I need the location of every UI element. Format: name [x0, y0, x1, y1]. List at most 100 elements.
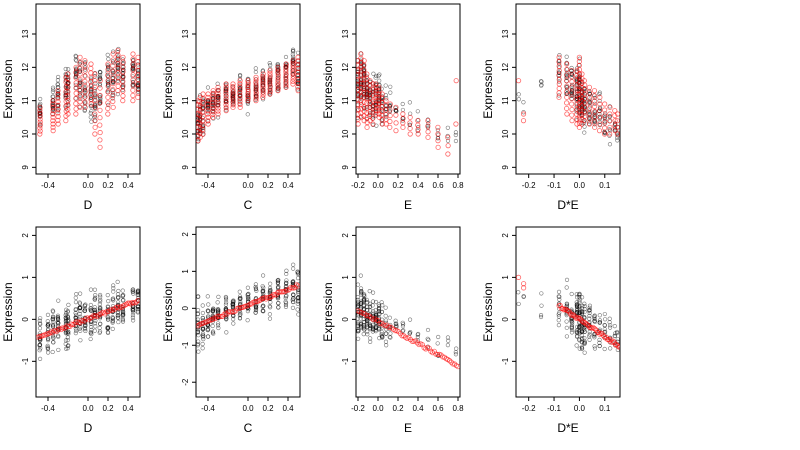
fitted-point — [596, 114, 603, 120]
fitted-point — [295, 69, 300, 75]
fitted-point — [50, 111, 56, 117]
x-tick-label: -0.4 — [201, 181, 215, 190]
fitted-point — [364, 85, 370, 92]
observed-point — [89, 109, 94, 114]
observed-point — [283, 294, 288, 299]
x-tick-label: 0.4 — [282, 181, 294, 190]
x-tick-label: 0.0 — [574, 404, 586, 413]
observed-point — [445, 138, 451, 143]
observed-point — [110, 90, 116, 96]
fitted-point — [373, 104, 379, 110]
fitted-point — [130, 92, 136, 99]
fitted-point — [253, 98, 259, 104]
observed-point — [592, 346, 598, 351]
observed-point — [283, 296, 288, 301]
fitted-point — [587, 116, 593, 122]
fitted-point — [609, 339, 615, 345]
observed-point — [597, 337, 602, 342]
observed-point — [377, 303, 382, 309]
observed-point — [582, 327, 587, 332]
fitted-point — [290, 65, 296, 72]
observed-point — [283, 54, 289, 60]
fitted-point — [586, 110, 593, 117]
observed-point — [253, 284, 258, 290]
observed-point — [373, 75, 378, 80]
y-tick-label: 13 — [181, 29, 190, 38]
observed-point — [111, 289, 116, 294]
observed-point — [215, 115, 221, 120]
fitted-point — [37, 107, 43, 113]
fitted-point — [77, 60, 83, 66]
observed-point — [582, 325, 587, 330]
observed-point — [359, 289, 364, 294]
y-tick-label: -1 — [181, 341, 190, 349]
fitted-point — [385, 324, 392, 330]
observed-point — [582, 124, 587, 129]
y-tick-label: 0 — [501, 317, 510, 322]
observed-point — [521, 100, 526, 105]
observed-point — [370, 299, 376, 304]
fitted-point — [223, 87, 229, 93]
observed-point — [237, 73, 243, 78]
observed-point — [275, 278, 280, 283]
x-tick-label: 0.6 — [432, 404, 444, 413]
x-tick-label: 0.1 — [599, 181, 611, 190]
fitted-point — [82, 58, 88, 64]
observed-point — [592, 318, 597, 323]
y-tick-label: 2 — [501, 233, 510, 238]
fitted-point — [589, 325, 595, 331]
fitted-point — [607, 104, 613, 110]
observed-point — [296, 312, 300, 317]
fitted-point — [210, 99, 216, 106]
observed-point — [115, 300, 121, 305]
fitted-point — [205, 111, 211, 117]
observed-point — [131, 80, 136, 85]
observed-point — [290, 52, 295, 57]
observed-point — [290, 299, 296, 305]
fitted-point — [223, 99, 229, 105]
observed-point — [296, 291, 300, 296]
observed-point — [105, 330, 110, 335]
fitted-point — [205, 94, 211, 100]
fitted-point — [55, 102, 61, 109]
observed-point — [268, 290, 273, 295]
observed-point — [268, 288, 273, 293]
fitted-point — [215, 84, 221, 90]
observed-point — [260, 68, 266, 73]
observed-point — [246, 297, 251, 302]
observed-point — [131, 318, 136, 323]
fitted-point — [602, 113, 608, 119]
fitted-point — [614, 118, 620, 124]
fitted-point — [263, 296, 269, 302]
fitted-point — [215, 90, 221, 96]
fitted-point — [275, 72, 281, 78]
fitted-point — [92, 104, 98, 110]
observed-point — [93, 324, 98, 329]
fitted-point — [376, 101, 382, 107]
observed-point — [230, 299, 235, 304]
fitted-point — [564, 72, 570, 78]
fitted-point — [586, 89, 593, 96]
fitted-point — [221, 311, 227, 318]
observed-point — [516, 301, 521, 307]
observed-point — [73, 313, 79, 318]
fitted-point — [520, 111, 527, 117]
fitted-point — [246, 302, 252, 308]
observed-point — [356, 301, 361, 307]
y-axis-title: Expression — [161, 282, 175, 341]
fitted-point — [587, 105, 593, 111]
fitted-point — [295, 283, 300, 289]
fitted-point — [364, 105, 370, 111]
fitted-point — [364, 110, 370, 116]
observed-point — [275, 62, 280, 68]
observed-point — [261, 288, 266, 293]
fitted-point — [109, 307, 115, 314]
observed-point — [115, 313, 121, 318]
observed-point — [607, 142, 613, 147]
fitted-point — [63, 118, 69, 124]
observed-point — [45, 319, 50, 324]
fitted-point — [556, 54, 562, 60]
fitted-point — [615, 111, 620, 117]
fitted-point — [210, 114, 216, 120]
observed-point — [105, 293, 110, 298]
